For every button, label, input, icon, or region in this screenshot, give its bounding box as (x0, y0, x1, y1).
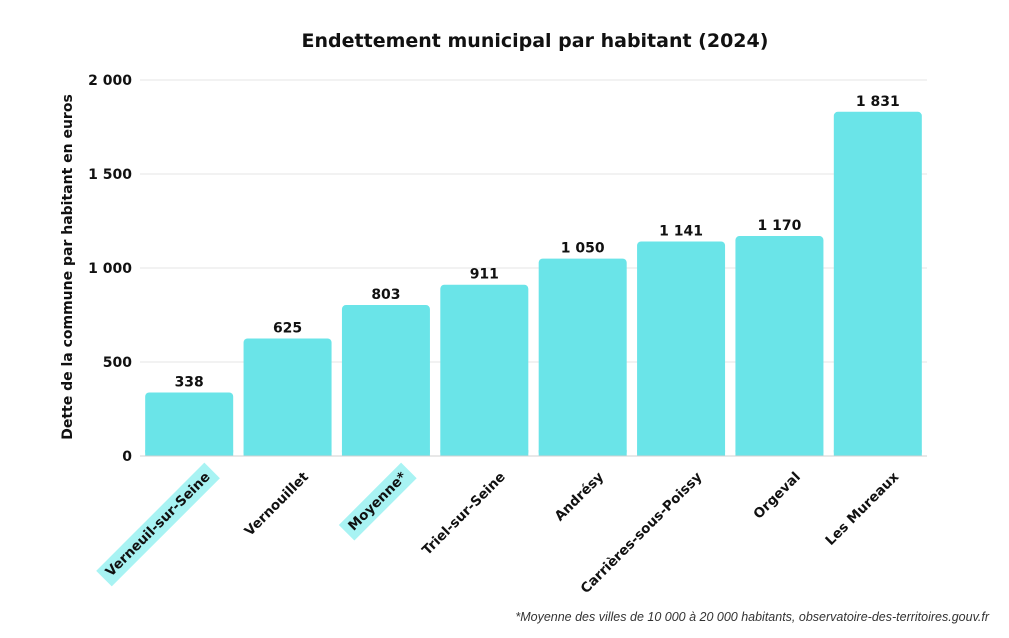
x-tick-label-group: Triel-sur-Seine (419, 469, 509, 559)
bar (735, 236, 824, 456)
data-label: 911 (470, 267, 499, 283)
y-tick-label: 2 000 (88, 73, 132, 89)
footnote: *Moyenne des villes de 10 000 à 20 000 h… (515, 610, 989, 624)
data-label: 625 (273, 321, 302, 337)
bar-base (145, 450, 234, 456)
x-tick-label: Verneuil-sur-Seine (103, 469, 214, 580)
bar-base (833, 450, 922, 456)
x-tick-highlight (338, 462, 417, 541)
y-tick-label: 1 000 (88, 261, 132, 277)
x-tick-label: Vernouillet (242, 469, 313, 540)
x-tick-label: Andrésy (552, 469, 608, 525)
x-tick-label-group: Les Mureaux (822, 469, 902, 549)
x-tick-label: Orgeval (750, 469, 803, 522)
bar-base (538, 450, 627, 456)
data-label: 803 (371, 287, 400, 303)
data-label: 338 (175, 374, 204, 390)
bar (833, 111, 922, 456)
x-tick-highlight (96, 462, 220, 587)
bar (637, 241, 726, 456)
bar-base (735, 450, 824, 456)
x-tick-label-group: Orgeval (750, 469, 803, 522)
bar (341, 305, 430, 456)
chart-title: Endettement municipal par habitant (2024… (301, 30, 769, 52)
data-label: 1 141 (659, 223, 703, 239)
data-label: 1 831 (856, 94, 900, 110)
data-label: 1 170 (758, 218, 802, 234)
bar (440, 284, 529, 456)
x-tick-label-group: Andrésy (552, 469, 608, 525)
y-tick-label: 0 (122, 449, 132, 465)
bar (145, 392, 234, 456)
y-tick-label: 1 500 (88, 167, 132, 183)
bar-base (440, 450, 529, 456)
bar-base (637, 450, 726, 456)
x-tick-label: Triel-sur-Seine (419, 469, 509, 559)
bar-base (341, 450, 430, 456)
x-tick-label: Moyenne* (345, 469, 410, 534)
x-tick-label-group: Moyenne* (338, 462, 417, 541)
bar-base (243, 450, 332, 456)
x-tick-label: Les Mureaux (822, 469, 902, 549)
x-tick-label-group: Verneuil-sur-Seine (96, 462, 220, 587)
y-tick-label: 500 (103, 355, 132, 371)
x-tick-label-group: Vernouillet (242, 469, 313, 540)
data-label: 1 050 (561, 241, 605, 257)
bar (538, 258, 627, 456)
bar (243, 338, 332, 456)
